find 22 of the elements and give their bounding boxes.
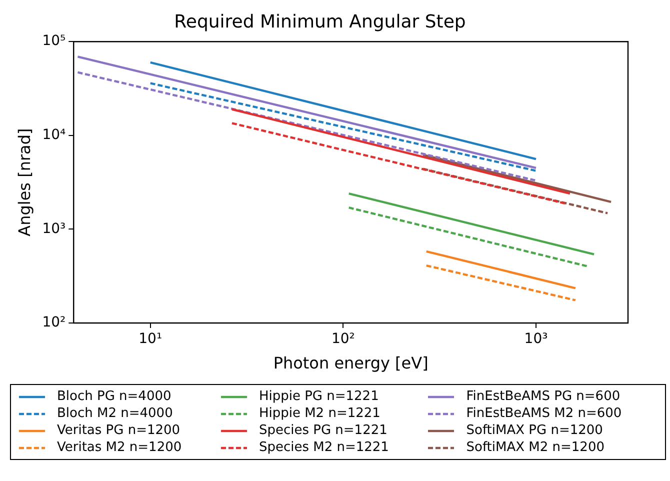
- legend-label: SoftiMAX M2 n=1200: [466, 440, 604, 455]
- legend-label: Bloch PG n=4000: [57, 389, 172, 404]
- legend-label: Species PG n=1221: [258, 423, 388, 438]
- legend-label: Bloch M2 n=4000: [57, 406, 173, 421]
- x-tick-label: 10²: [331, 331, 355, 348]
- x-tick-label: 10¹: [138, 331, 162, 348]
- y-tick-label: 10⁵: [42, 33, 66, 50]
- x-axis-title: Photon energy [eV]: [273, 354, 428, 373]
- legend-label: Hippie M2 n=1221: [258, 406, 380, 421]
- chart-title: Required Minimum Angular Step: [174, 11, 466, 32]
- legend-label: Veritas PG n=1200: [57, 423, 180, 438]
- legend-label: FinEstBeAMS M2 n=600: [466, 406, 622, 421]
- y-tick-label: 10²: [42, 314, 66, 331]
- legend-label: SoftiMAX PG n=1200: [466, 423, 603, 438]
- x-tick-label: 10³: [524, 331, 548, 348]
- legend-label: Species M2 n=1221: [258, 440, 389, 455]
- y-axis-title: Angles [nrad]: [14, 128, 34, 236]
- y-tick-label: 10⁴: [42, 127, 66, 144]
- legend-label: Hippie PG n=1221: [258, 389, 379, 404]
- y-tick-label: 10³: [42, 220, 66, 237]
- legend-label: Veritas M2 n=1200: [57, 440, 182, 455]
- legend-label: FinEstBeAMS PG n=600: [466, 389, 620, 404]
